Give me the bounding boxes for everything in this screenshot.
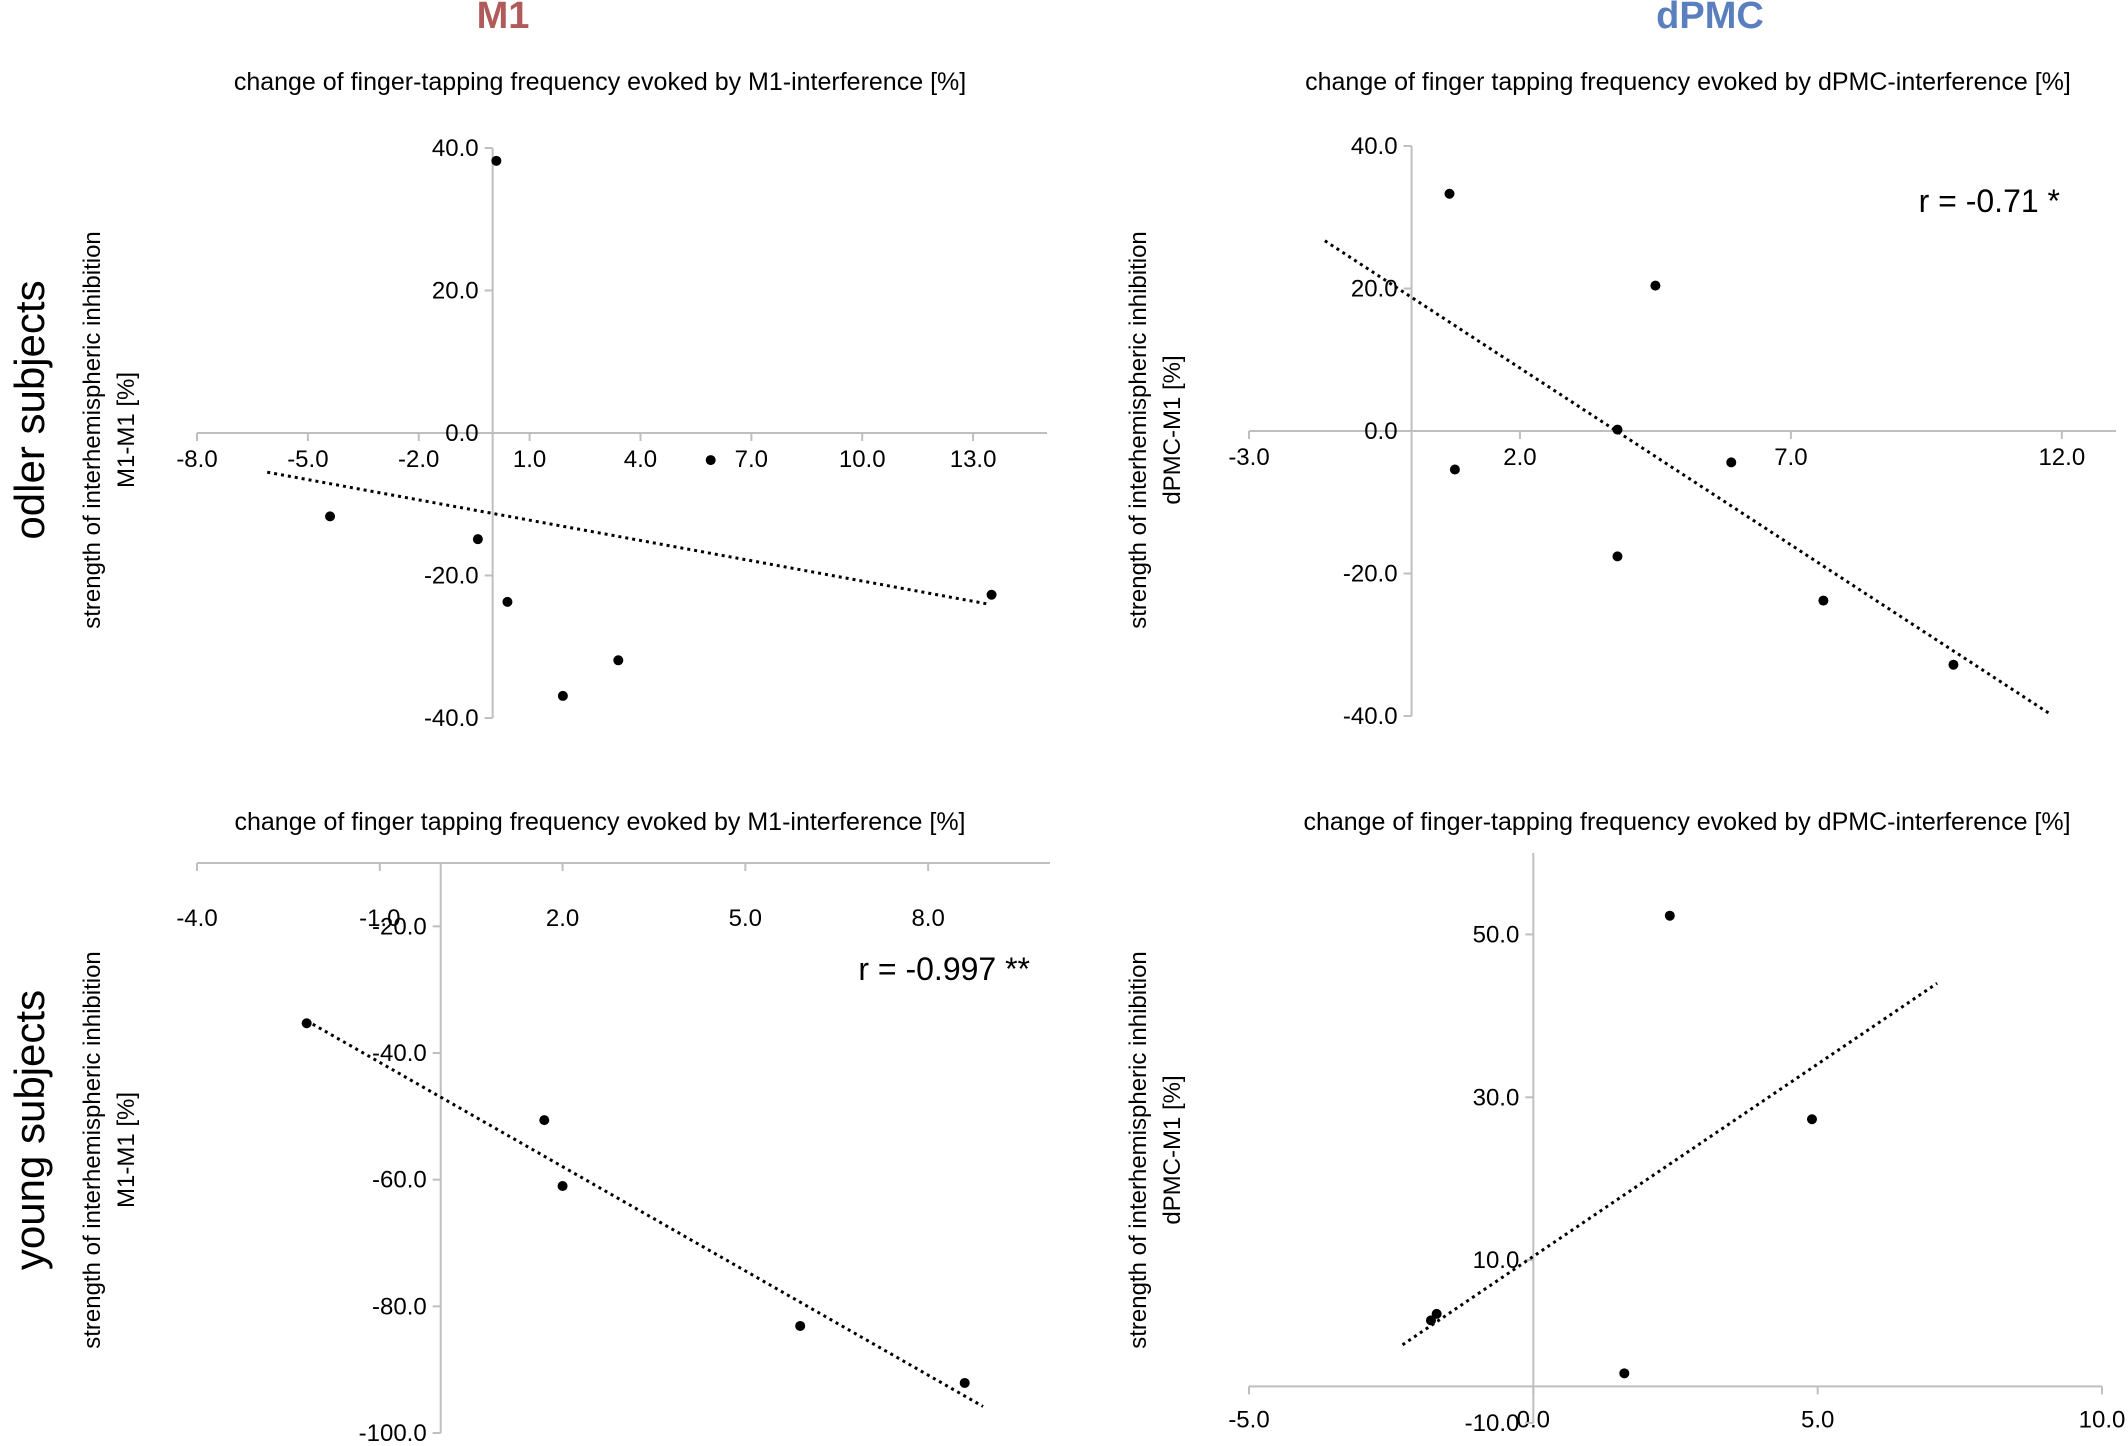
- data-point: [1726, 457, 1737, 468]
- x-tick-label: 1.0: [513, 446, 546, 473]
- x-tick-label: -2.0: [398, 446, 439, 473]
- x-tick-label: -8.0: [176, 446, 217, 473]
- y-axis-label: strength of interhemispheric inhibition: [1125, 231, 1152, 629]
- y-tick-label: 0.0: [1364, 418, 1397, 445]
- row-header-old: odler subjects: [6, 280, 53, 539]
- trend-line: [305, 1019, 984, 1408]
- y-tick-label: -10.0: [1465, 1410, 1520, 1437]
- x-tick-label: 5.0: [1801, 1406, 1834, 1433]
- y-axis-label: M1-M1 [%]: [113, 1092, 140, 1208]
- panel-title: change of finger-tapping frequency evoke…: [234, 68, 966, 96]
- data-point: [1449, 464, 1460, 475]
- data-point: [1619, 1368, 1630, 1379]
- x-tick-label: 2.0: [546, 905, 579, 932]
- data-point: [557, 1181, 568, 1191]
- panel-young-m1: change of finger tapping frequency evoke…: [79, 808, 1050, 1446]
- x-tick-label: 5.0: [729, 905, 762, 932]
- data-point: [1650, 280, 1661, 291]
- x-tick-label: 7.0: [1774, 444, 1807, 471]
- y-tick-label: -80.0: [372, 1293, 427, 1320]
- x-tick-label: -5.0: [1228, 1406, 1269, 1433]
- y-axis-label: strength of interhemispheric inhibition: [79, 951, 106, 1349]
- y-tick-label: 40.0: [1351, 133, 1398, 160]
- y-axis-label: strength of interhemispheric inhibition: [79, 231, 106, 629]
- x-tick-label: -3.0: [1228, 444, 1269, 471]
- data-point: [705, 455, 716, 466]
- y-tick-label: 20.0: [1351, 276, 1398, 303]
- y-axis-label: M1-M1 [%]: [113, 372, 140, 488]
- trend-line: [1401, 982, 1938, 1347]
- data-point: [1664, 910, 1675, 921]
- y-tick-label: 10.0: [1473, 1247, 1520, 1274]
- data-point: [959, 1377, 970, 1388]
- data-point: [986, 589, 997, 600]
- panel-title: change of finger-tapping frequency evoke…: [1303, 808, 2070, 836]
- panel-young-dpmc: change of finger-tapping frequency evoke…: [1125, 808, 2125, 1437]
- data-point: [301, 1018, 312, 1029]
- correlation-annotation: r = -0.997 **: [858, 951, 1030, 987]
- panel-old-dpmc: change of finger tapping frequency evoke…: [1125, 68, 2116, 730]
- trend-line: [266, 470, 989, 606]
- data-point: [1612, 551, 1623, 562]
- x-tick-label: 7.0: [735, 446, 768, 473]
- x-tick-label: 4.0: [624, 446, 657, 473]
- row-header-young: young subjects: [6, 990, 53, 1270]
- data-point: [491, 155, 502, 166]
- data-point: [557, 690, 568, 701]
- x-tick-label: -1.0: [359, 905, 400, 932]
- y-axis-label: strength of interhemispheric inhibition: [1125, 951, 1152, 1349]
- x-tick-label: 10.0: [2079, 1406, 2126, 1433]
- y-tick-label: 50.0: [1473, 921, 1520, 948]
- x-tick-label: 8.0: [911, 905, 944, 932]
- data-point: [1444, 188, 1455, 199]
- y-tick-label: 30.0: [1473, 1084, 1520, 1111]
- data-point: [539, 1115, 550, 1126]
- x-tick-label: 2.0: [1503, 444, 1536, 471]
- column-header-m1: M1: [477, 0, 530, 37]
- y-tick-label: -40.0: [424, 705, 479, 732]
- y-tick-label: 20.0: [432, 278, 479, 305]
- data-point: [1806, 1114, 1817, 1125]
- data-point: [502, 596, 513, 607]
- trend-line: [1324, 239, 2052, 716]
- y-tick-label: -20.0: [372, 913, 427, 940]
- x-tick-label: 12.0: [2038, 444, 2085, 471]
- x-tick-label: -5.0: [287, 446, 328, 473]
- x-tick-label: 10.0: [839, 446, 886, 473]
- y-tick-label: -60.0: [372, 1167, 427, 1194]
- y-tick-label: 0.0: [445, 420, 478, 447]
- data-point: [472, 534, 483, 545]
- panel-title: change of finger tapping frequency evoke…: [1305, 68, 2071, 96]
- y-tick-label: 40.0: [432, 135, 479, 162]
- data-point: [325, 511, 336, 522]
- y-axis-label: dPMC-M1 [%]: [1159, 1075, 1186, 1224]
- data-point: [1431, 1308, 1442, 1319]
- data-point: [1425, 1315, 1436, 1326]
- x-tick-label: 13.0: [950, 446, 997, 473]
- y-axis-label: dPMC-M1 [%]: [1159, 355, 1186, 504]
- panel-title: change of finger tapping frequency evoke…: [235, 808, 966, 836]
- data-point: [1612, 424, 1623, 435]
- y-tick-label: -20.0: [424, 563, 479, 590]
- panel-old-m1: change of finger-tapping frequency evoke…: [79, 68, 1047, 732]
- data-point: [613, 655, 624, 666]
- y-tick-label: -40.0: [1343, 703, 1398, 730]
- y-tick-label: -100.0: [359, 1420, 427, 1446]
- data-point: [1818, 595, 1829, 606]
- data-point: [1948, 659, 1959, 670]
- data-point: [795, 1320, 806, 1331]
- correlation-annotation: r = -0.71 *: [1919, 183, 2060, 219]
- y-tick-label: -20.0: [1343, 561, 1398, 588]
- x-tick-label: -4.0: [176, 905, 217, 932]
- column-header-dpmc: dPMC: [1656, 0, 1764, 37]
- x-tick-label: 0.0: [1517, 1406, 1550, 1433]
